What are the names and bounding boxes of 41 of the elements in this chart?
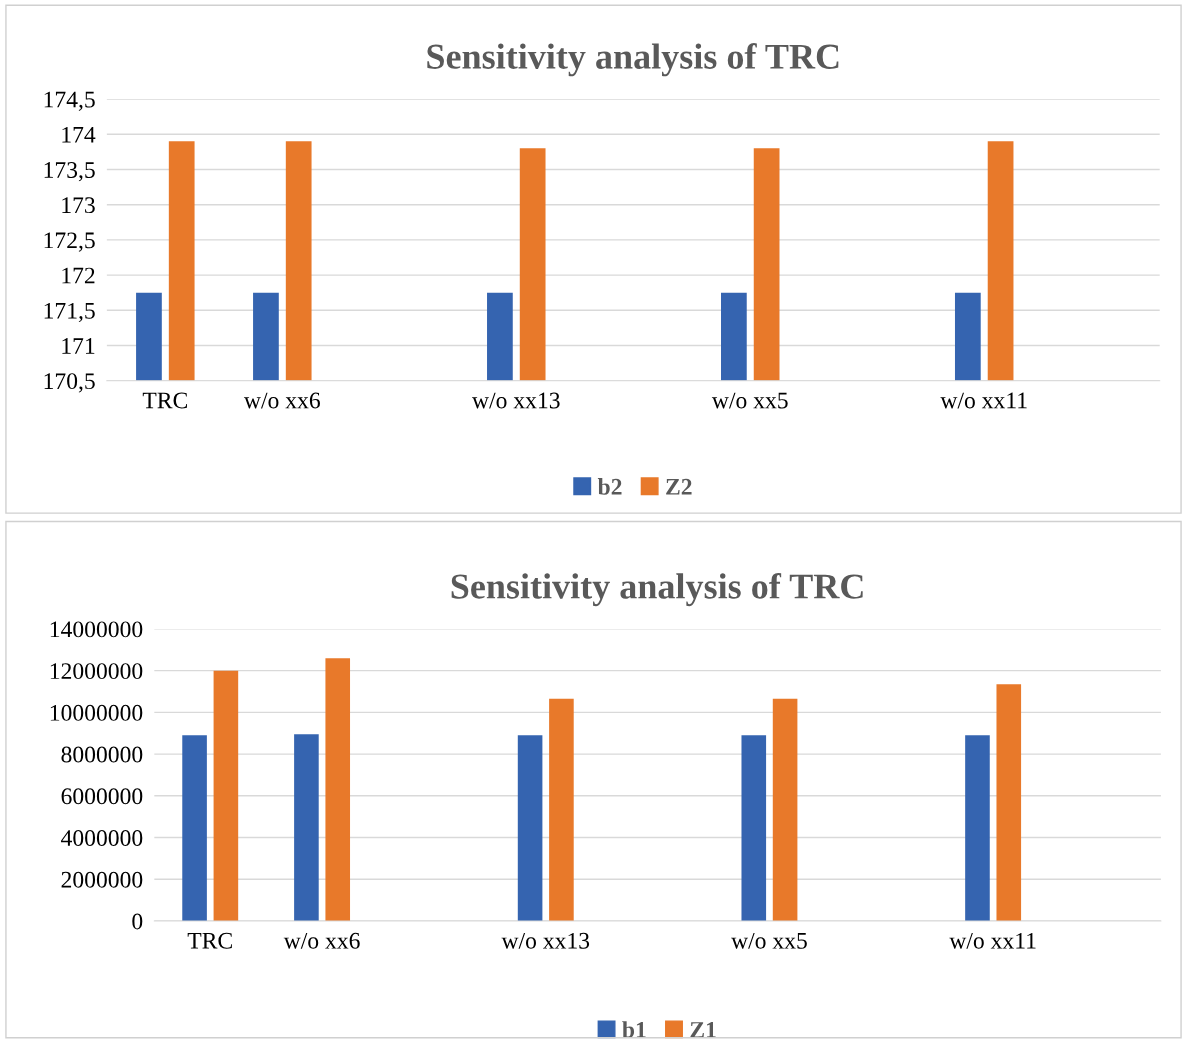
y-tick-label: 170,5 xyxy=(44,373,95,393)
x-tick-label: w/o xx13 xyxy=(501,932,590,949)
bar xyxy=(182,735,207,921)
y-tick-label: 172,5 xyxy=(44,232,95,252)
y-tick-label: 8000000 xyxy=(61,746,143,763)
y-tick-label: 173 xyxy=(62,197,95,214)
y-tick-label: 171 xyxy=(62,338,95,354)
x-tick-label: TRC xyxy=(187,932,232,949)
bar xyxy=(517,735,543,921)
bar xyxy=(772,698,798,921)
x-tick-label: w/o xx11 xyxy=(940,392,1027,409)
x-tick-label: w/o xx6 xyxy=(283,932,360,949)
x-tick-label: w/o xx6 xyxy=(243,392,320,409)
y-tick-label: 10000000 xyxy=(50,704,143,721)
bar xyxy=(996,684,1022,921)
y-tick-label: 174 xyxy=(62,126,96,143)
y-tick-label: 6000000 xyxy=(61,788,143,805)
bar xyxy=(741,735,767,921)
bar xyxy=(325,658,351,921)
y-tick-label: 173,5 xyxy=(44,162,95,182)
y-tick-label: 4000000 xyxy=(61,830,143,846)
y-tick-label: 0 xyxy=(132,913,143,930)
y-tick-label: 12000000 xyxy=(50,663,143,680)
y-tick-label: 2000000 xyxy=(61,871,143,888)
y-tick-label: 14000000 xyxy=(50,621,143,638)
x-tick-label: TRC xyxy=(142,392,187,409)
legend-label: b2 xyxy=(597,478,622,495)
bar xyxy=(965,735,990,921)
y-tick-label: 172 xyxy=(62,267,95,284)
chart-title: Sensitivity analysis of TRC xyxy=(427,43,839,77)
chart-title: Sensitivity analysis of TRC xyxy=(451,572,863,607)
bar xyxy=(294,734,319,921)
y-tick-label: 171,5 xyxy=(44,302,95,323)
x-tick-label: w/o xx11 xyxy=(949,932,1036,949)
x-tick-label: w/o xx5 xyxy=(731,932,807,949)
bar xyxy=(213,670,239,921)
x-tick-label: w/o xx5 xyxy=(711,392,788,409)
bar xyxy=(549,698,574,921)
legend-label: Z2 xyxy=(666,478,692,495)
y-tick-label: 174,5 xyxy=(44,91,95,111)
x-tick-label: w/o xx13 xyxy=(472,392,560,409)
